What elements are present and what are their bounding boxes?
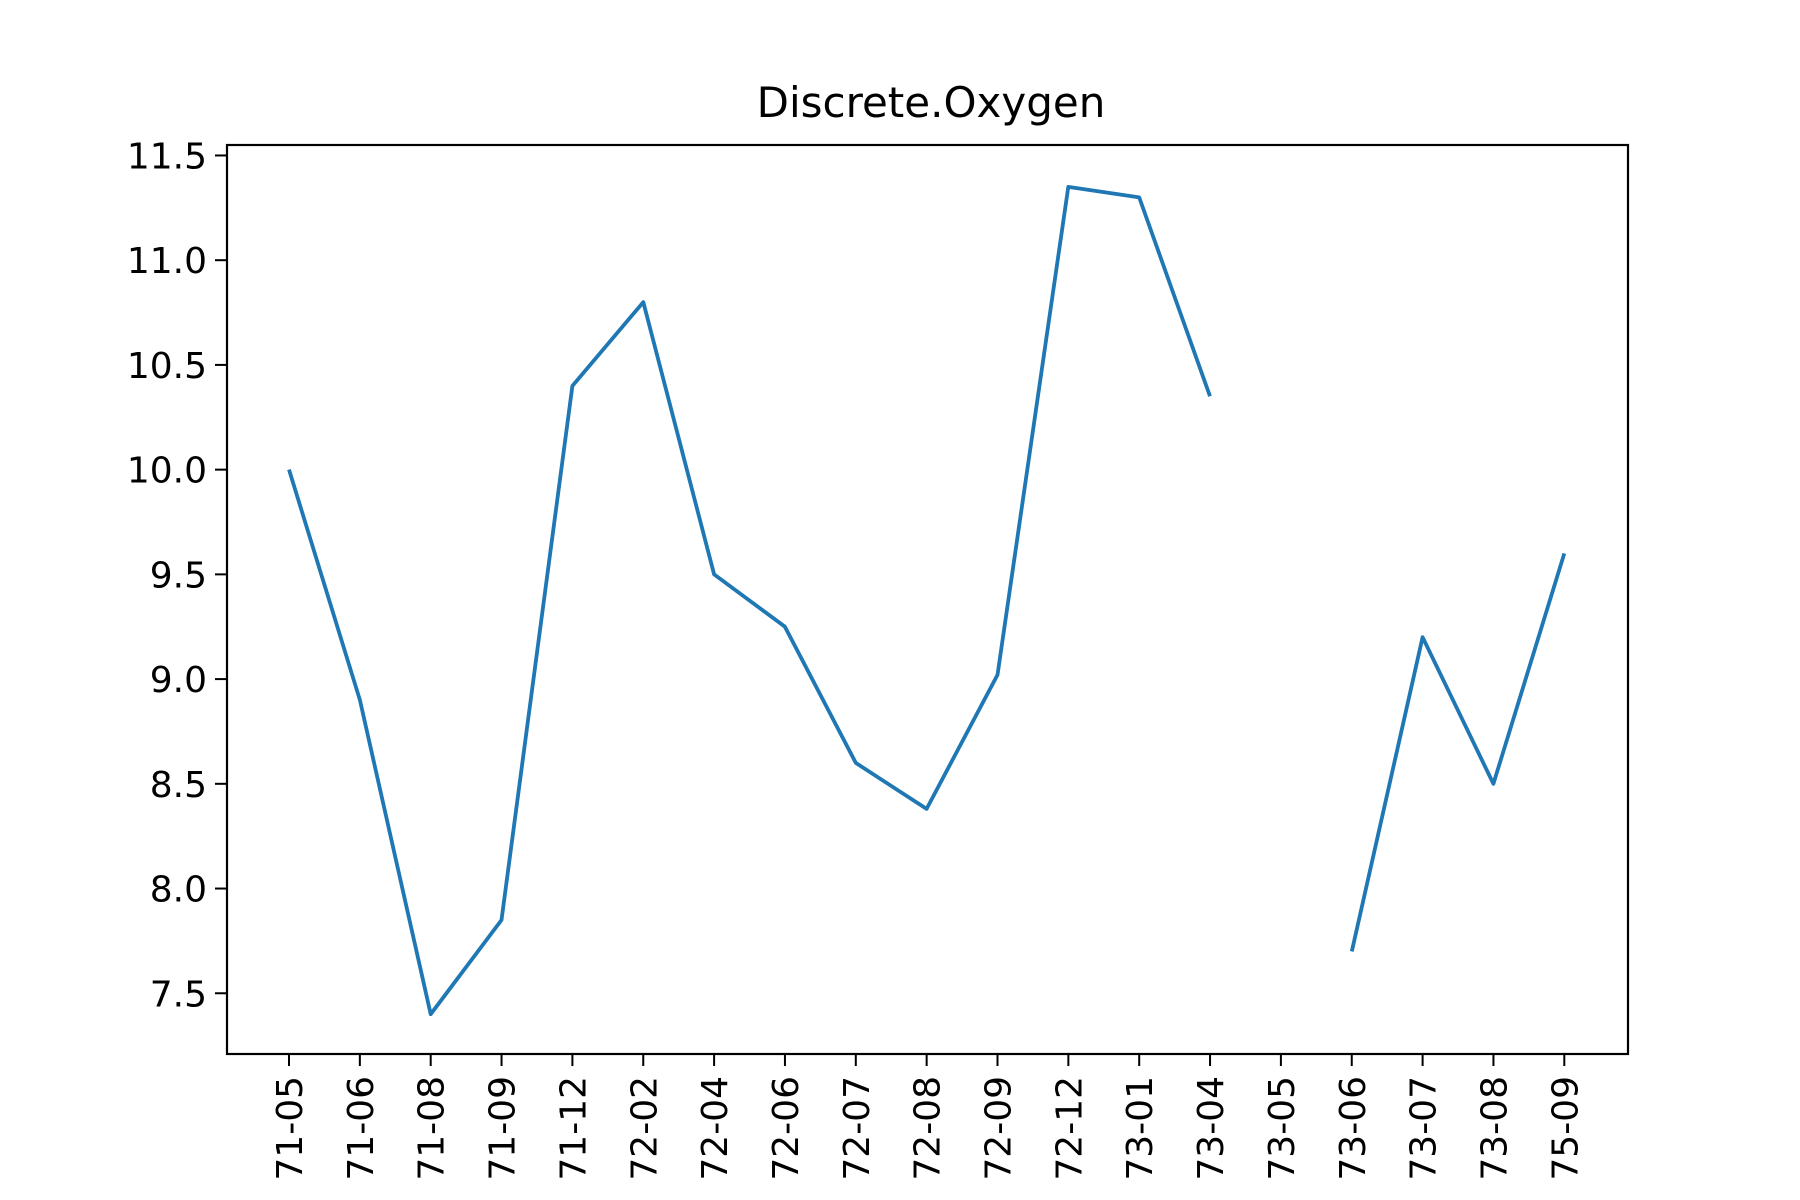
x-tick-label: 72-02 (624, 1076, 665, 1181)
x-tick-label: 75-09 (1545, 1076, 1586, 1181)
y-tick-label: 9.0 (150, 660, 207, 701)
x-tick-label: 72-12 (1049, 1076, 1090, 1181)
x-tick-label: 71-09 (483, 1076, 524, 1181)
y-tick-label: 10.5 (127, 346, 207, 387)
series-line-segment (287, 184, 1212, 1017)
series-layer (287, 184, 1567, 1017)
x-tick-label: 73-07 (1404, 1076, 1445, 1181)
y-tick-label: 7.5 (150, 974, 207, 1015)
y-tick-label: 11.0 (127, 241, 207, 282)
x-tick-label: 72-06 (766, 1076, 807, 1181)
x-tick-label: 72-04 (695, 1076, 736, 1181)
y-tick-label: 9.5 (150, 555, 207, 596)
x-tick-label: 71-08 (412, 1076, 453, 1181)
x-tick-label: 72-07 (837, 1076, 878, 1181)
x-tick-label: 71-05 (270, 1076, 311, 1181)
x-tick-label: 73-04 (1191, 1076, 1232, 1181)
x-tick-label: 73-05 (1262, 1076, 1303, 1181)
chart-title: Discrete.Oxygen (757, 78, 1106, 127)
x-tick-label: 71-12 (553, 1076, 594, 1181)
y-tick-label: 8.5 (150, 765, 207, 806)
x-tick-label: 73-08 (1474, 1076, 1515, 1181)
x-tick-label: 71-06 (341, 1076, 382, 1181)
plot-frame (225, 143, 1630, 1056)
y-tick-label: 8.0 (150, 870, 207, 911)
y-tick-label: 10.0 (127, 451, 207, 492)
y-axis: 7.5 8.0 8.5 9.0 9.5 10.0 10.5 11.0 11.5 (127, 136, 227, 1015)
x-tick-label: 72-09 (979, 1076, 1020, 1181)
series-line-segment (1349, 552, 1567, 952)
x-tick-label: 73-06 (1333, 1076, 1374, 1181)
x-tick-label: 72-08 (908, 1076, 949, 1181)
x-tick-label: 73-01 (1120, 1076, 1161, 1181)
y-tick-label: 11.5 (127, 136, 207, 177)
x-axis: 71-05 71-06 71-08 71-09 71-12 72-02 72-04 72-06… (270, 1054, 1586, 1181)
